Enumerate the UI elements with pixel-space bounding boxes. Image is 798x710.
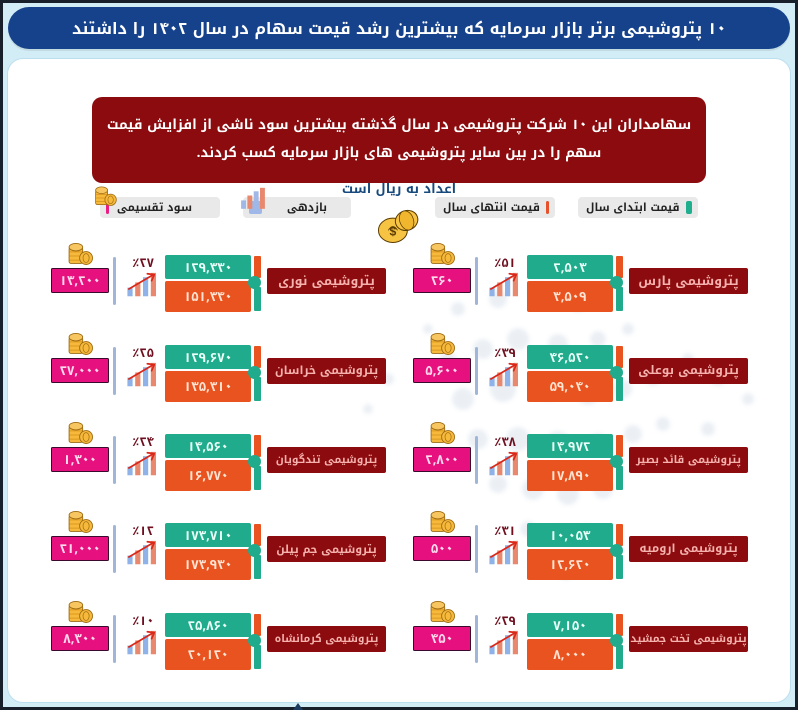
svg-text:$: $ [390, 225, 397, 239]
